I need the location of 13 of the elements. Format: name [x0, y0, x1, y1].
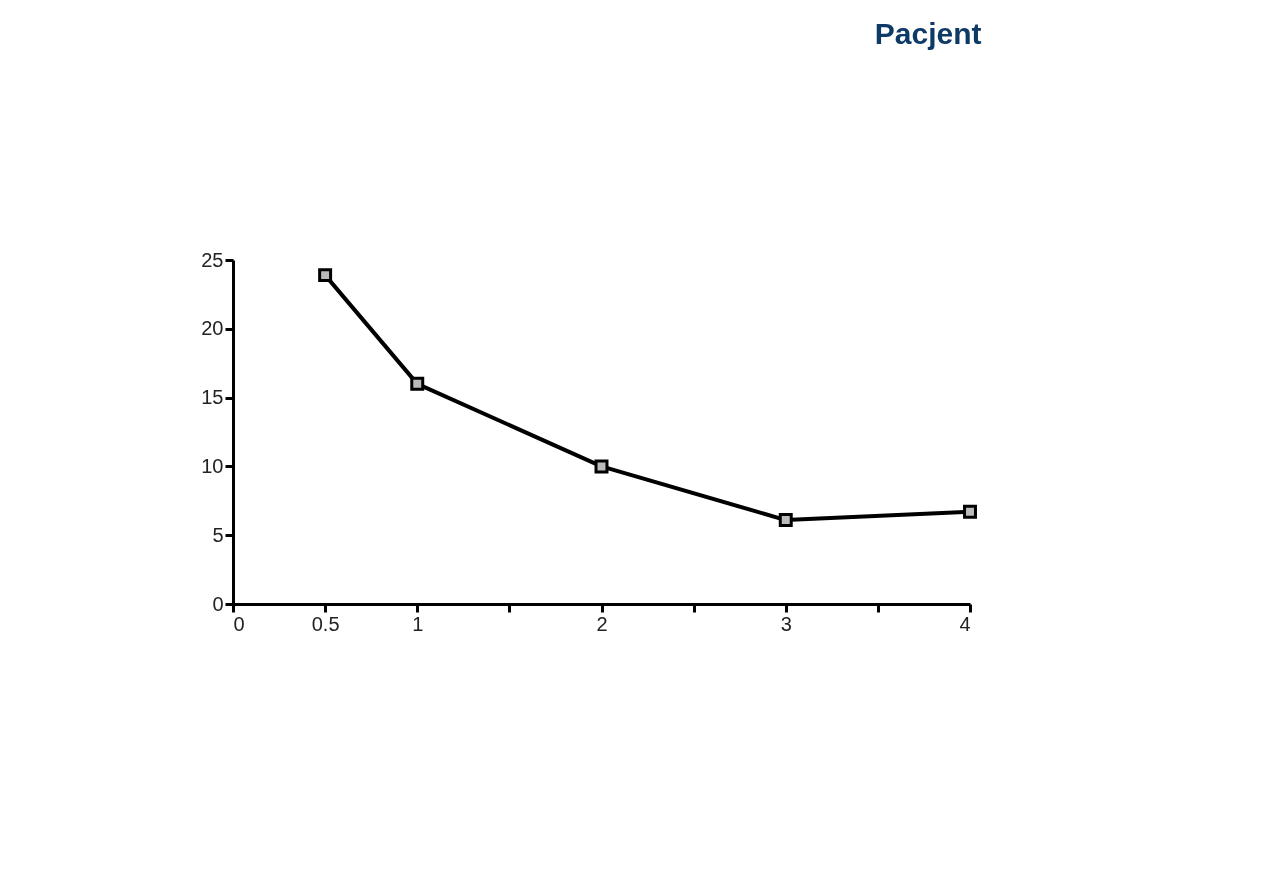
- x-tick-label: 3: [780, 612, 792, 635]
- y-tick-label: 5: [212, 523, 224, 546]
- y-tick-label: 15: [201, 386, 224, 409]
- y-tick-label: 20: [201, 317, 224, 340]
- y-tick-label: 0: [212, 592, 224, 615]
- x-tick-label: 0.5: [311, 612, 340, 635]
- x-tick-label: 1: [412, 612, 424, 635]
- y-tick-label: 25: [201, 248, 224, 271]
- x-tick-label: 0: [233, 612, 245, 635]
- y-tick-label: 10: [201, 454, 224, 477]
- x-tick-label: 4: [959, 612, 971, 635]
- x-tick-label: 2: [596, 612, 608, 635]
- chart-title: Pacjent: [874, 17, 982, 50]
